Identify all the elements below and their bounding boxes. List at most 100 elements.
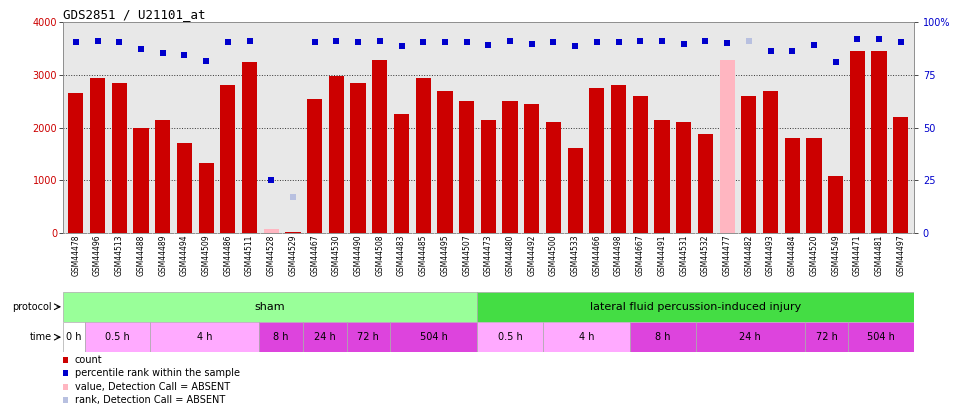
Point xyxy=(68,39,83,45)
Point xyxy=(741,38,756,45)
Point xyxy=(763,47,778,54)
Text: GSM44520: GSM44520 xyxy=(809,234,818,276)
Point xyxy=(568,43,583,50)
Point xyxy=(481,42,496,49)
Text: GSM44498: GSM44498 xyxy=(614,234,623,276)
Point xyxy=(220,39,236,45)
Text: GSM44473: GSM44473 xyxy=(484,234,493,276)
Text: GSM44490: GSM44490 xyxy=(354,234,363,276)
Text: GSM44481: GSM44481 xyxy=(874,234,884,276)
Point xyxy=(416,39,431,45)
Point xyxy=(319,88,335,95)
Text: 4 h: 4 h xyxy=(197,332,213,342)
Bar xyxy=(524,104,540,233)
Bar xyxy=(242,62,257,233)
Point xyxy=(459,39,475,45)
Text: 0.5 h: 0.5 h xyxy=(105,332,130,342)
Point xyxy=(155,49,170,56)
Text: GSM44477: GSM44477 xyxy=(722,234,732,276)
Bar xyxy=(784,138,800,233)
Text: sham: sham xyxy=(255,302,285,312)
Point xyxy=(589,39,604,45)
Bar xyxy=(69,93,83,233)
Text: count: count xyxy=(75,355,103,365)
Point xyxy=(329,38,344,44)
Bar xyxy=(390,322,478,352)
Bar xyxy=(346,322,390,352)
Bar xyxy=(155,119,170,233)
Text: 24 h: 24 h xyxy=(740,332,761,342)
Bar xyxy=(133,128,149,233)
Text: GSM44533: GSM44533 xyxy=(571,234,579,276)
Point xyxy=(198,58,214,64)
Text: GDS2851 / U21101_at: GDS2851 / U21101_at xyxy=(63,8,205,21)
Bar xyxy=(150,322,259,352)
Bar xyxy=(198,163,214,233)
Text: 0.5 h: 0.5 h xyxy=(498,332,522,342)
Text: GSM44485: GSM44485 xyxy=(419,234,427,276)
Point xyxy=(111,38,127,45)
Bar xyxy=(259,322,303,352)
Bar xyxy=(589,88,604,233)
Text: value, Detection Call = ABSENT: value, Detection Call = ABSENT xyxy=(75,382,230,392)
Point xyxy=(894,39,909,45)
Text: GSM44480: GSM44480 xyxy=(506,234,514,276)
Bar xyxy=(542,322,630,352)
Bar xyxy=(416,78,431,233)
Text: GSM44511: GSM44511 xyxy=(245,234,254,276)
Text: 72 h: 72 h xyxy=(815,332,837,342)
Text: rank, Detection Call = ABSENT: rank, Detection Call = ABSENT xyxy=(75,395,225,405)
Point xyxy=(307,39,322,45)
Point xyxy=(850,36,865,43)
Bar xyxy=(611,85,627,233)
Bar xyxy=(632,96,648,233)
Text: 72 h: 72 h xyxy=(358,332,379,342)
Point xyxy=(611,39,627,45)
Text: GSM44531: GSM44531 xyxy=(679,234,689,276)
Text: 0 h: 0 h xyxy=(66,332,81,342)
Point xyxy=(676,41,691,48)
Text: GSM44500: GSM44500 xyxy=(549,234,558,276)
Bar xyxy=(112,83,127,233)
Bar xyxy=(806,138,822,233)
Bar xyxy=(350,83,366,233)
Bar xyxy=(894,117,908,233)
Point xyxy=(828,58,843,65)
Point xyxy=(350,39,366,45)
Point xyxy=(871,36,887,43)
Bar xyxy=(308,98,322,233)
Text: 8 h: 8 h xyxy=(655,332,671,342)
Bar xyxy=(742,96,756,233)
Text: GSM44532: GSM44532 xyxy=(701,234,710,276)
Bar xyxy=(850,51,864,233)
Text: GSM44482: GSM44482 xyxy=(745,234,753,276)
Point xyxy=(545,39,561,45)
Point xyxy=(177,52,192,58)
Text: GSM44528: GSM44528 xyxy=(267,234,276,276)
Text: GSM44486: GSM44486 xyxy=(223,234,232,276)
Text: 4 h: 4 h xyxy=(579,332,595,342)
Text: GSM44471: GSM44471 xyxy=(853,234,862,276)
Text: GSM44495: GSM44495 xyxy=(440,234,450,276)
Point xyxy=(502,38,517,45)
Bar xyxy=(285,232,301,233)
Text: GSM44478: GSM44478 xyxy=(72,234,80,276)
Bar xyxy=(220,85,235,233)
Text: GSM44496: GSM44496 xyxy=(93,234,103,276)
Bar xyxy=(719,60,735,233)
Bar xyxy=(568,147,583,233)
Bar xyxy=(459,101,474,233)
Point xyxy=(697,38,713,45)
Point xyxy=(437,39,453,45)
Text: GSM44667: GSM44667 xyxy=(635,234,645,276)
Text: GSM44497: GSM44497 xyxy=(896,234,905,276)
Point xyxy=(319,328,335,334)
Point xyxy=(719,40,735,47)
Bar xyxy=(85,322,150,352)
Text: GSM44549: GSM44549 xyxy=(832,234,840,276)
Text: GSM44492: GSM44492 xyxy=(527,234,537,276)
Text: GSM44488: GSM44488 xyxy=(136,234,145,276)
Point xyxy=(285,194,301,200)
Text: GSM44494: GSM44494 xyxy=(180,234,189,276)
Bar xyxy=(63,292,478,322)
